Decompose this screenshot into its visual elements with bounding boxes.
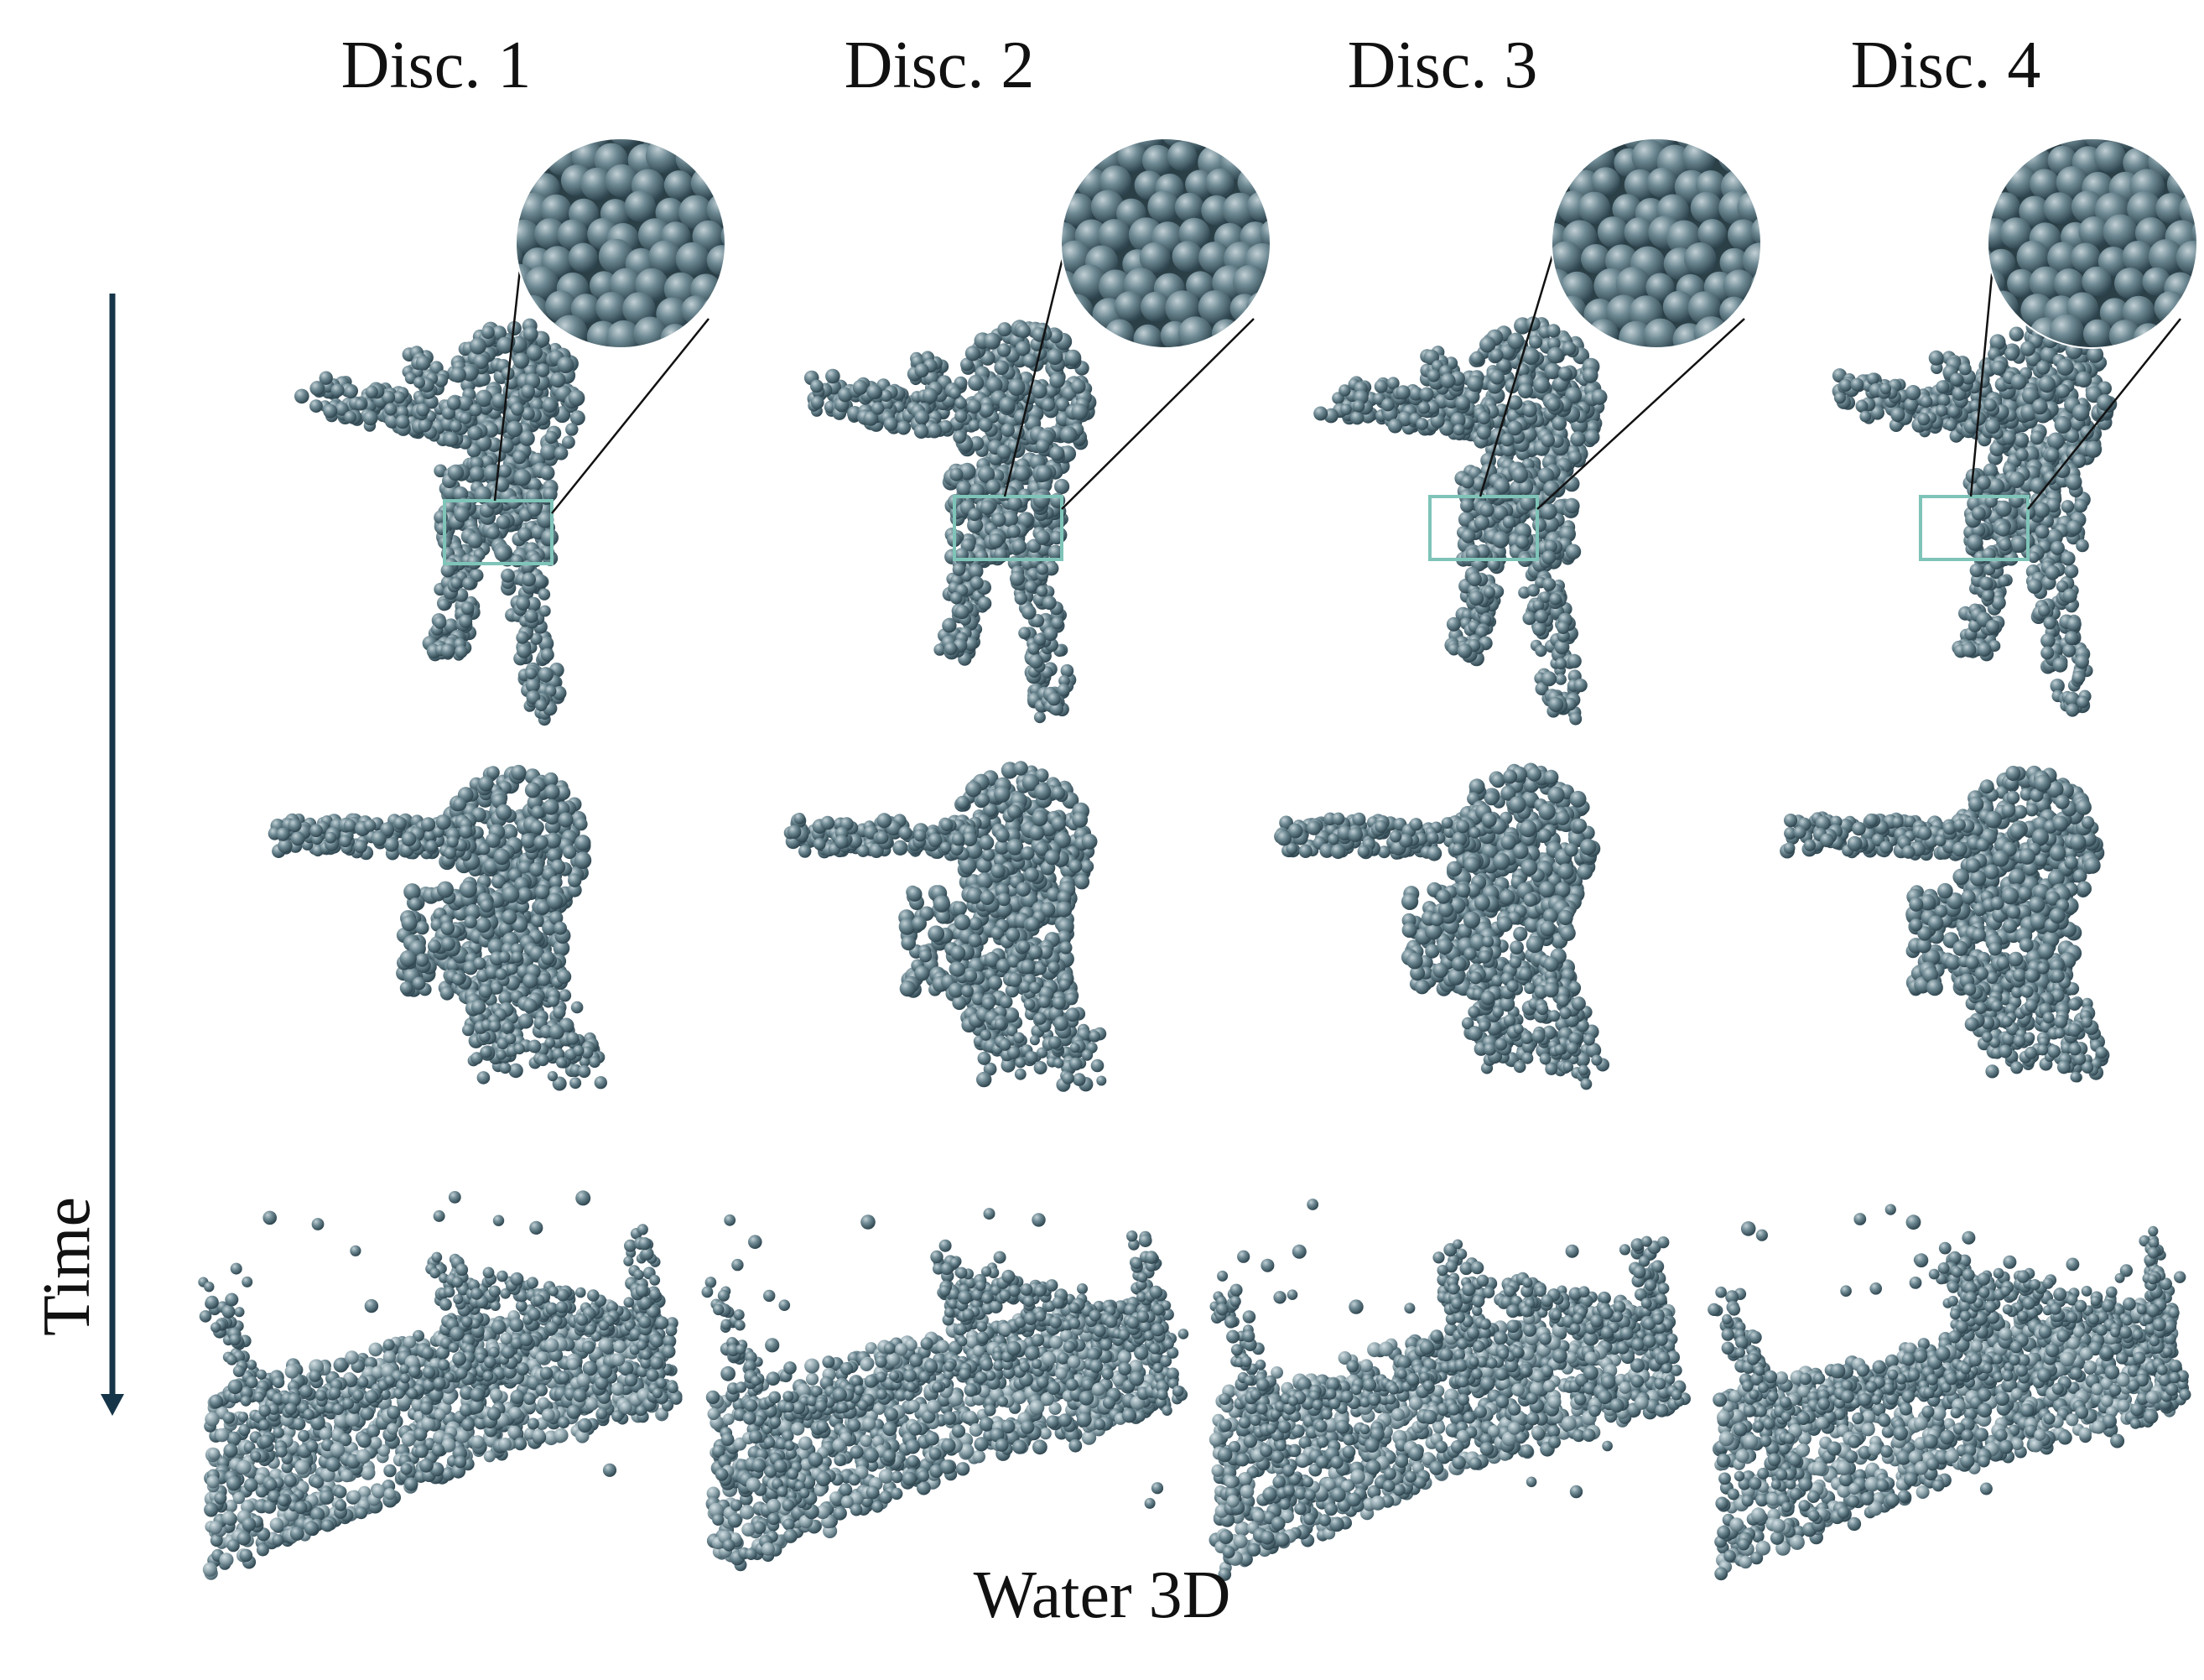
particle-clouds (198, 230, 2191, 1581)
column-title-4: Disc. 4 (1850, 29, 2041, 102)
column-title-3: Disc. 3 (1347, 29, 1538, 102)
zoom-insets (515, 138, 2198, 349)
zoom-inset-4 (1988, 138, 2197, 348)
particle-column-2 (701, 230, 1255, 1572)
time-axis-label: Time (30, 1197, 104, 1337)
zoom-box-4 (1919, 495, 2030, 561)
particle-column-3 (1209, 230, 1745, 1581)
particle-column-4 (1708, 230, 2191, 1581)
particle-column-1 (198, 230, 710, 1580)
zoom-inset-3 (1552, 138, 1761, 348)
column-title-2: Disc. 2 (844, 29, 1035, 102)
bottom-title: Water 3D (973, 1558, 1231, 1632)
zoom-box-1 (443, 499, 554, 565)
column-title-1: Disc. 1 (340, 29, 532, 102)
zoom-box-2 (953, 495, 1063, 561)
zoom-box-3 (1428, 495, 1539, 561)
zoom-inset-2 (1061, 138, 1271, 348)
time-arrow (101, 294, 124, 1416)
